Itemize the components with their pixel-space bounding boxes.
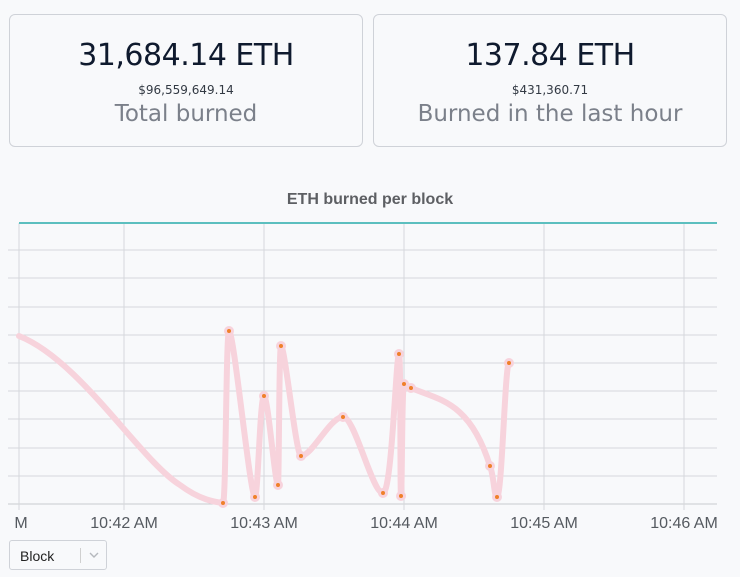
data-point[interactable] (492, 492, 502, 502)
data-point[interactable] (504, 358, 514, 368)
chevron-down-icon[interactable] (87, 549, 101, 561)
chart-title: ETH burned per block (286, 191, 454, 208)
grid (8, 223, 717, 510)
x-tick-label: 10:46 AM (650, 515, 718, 533)
x-tick-text: 10:46 AM (650, 515, 718, 532)
total-burned-eth: 31,684.14 ETH (78, 38, 294, 73)
x-tick-label: 10:45 AM (510, 515, 578, 532)
data-point[interactable] (394, 349, 404, 359)
total-burned-usd: $96,559,649.14 (138, 83, 234, 97)
last-hour-usd: $431,360.71 (511, 83, 589, 97)
granularity-select[interactable]: Block (9, 540, 107, 570)
data-point[interactable] (378, 488, 388, 498)
x-tick-label: 10:42 AM (90, 515, 158, 532)
x-tick-label: 10:43 AM (230, 515, 298, 532)
last-hour-card: 137.84 ETH $431,360.71 Burned in the las… (373, 14, 727, 147)
data-point[interactable] (396, 491, 406, 501)
data-point[interactable] (218, 498, 228, 508)
data-point[interactable] (276, 341, 286, 351)
data-point[interactable] (338, 412, 348, 422)
data-point[interactable] (224, 326, 234, 336)
select-separator (80, 548, 81, 563)
data-point[interactable] (250, 492, 260, 502)
x-tick-label: M (14, 515, 28, 532)
total-burned-card: 31,684.14 ETH $96,559,649.14 Total burne… (9, 14, 363, 147)
data-point[interactable] (273, 480, 283, 490)
last-hour-label: Burned in the last hour (417, 101, 683, 127)
granularity-select-value: Block (20, 548, 55, 564)
x-tick-label: 10:44 AM (370, 515, 438, 532)
data-points (218, 326, 514, 508)
data-point[interactable] (399, 379, 409, 389)
data-point[interactable] (259, 391, 269, 401)
data-point[interactable] (296, 451, 306, 461)
last-hour-eth: 137.84 ETH (465, 38, 635, 73)
burn-line-chart[interactable] (0, 210, 740, 515)
burn-series-line (16, 328, 512, 506)
data-point[interactable] (406, 383, 416, 393)
data-point[interactable] (485, 461, 495, 471)
total-burned-label: Total burned (114, 101, 258, 127)
